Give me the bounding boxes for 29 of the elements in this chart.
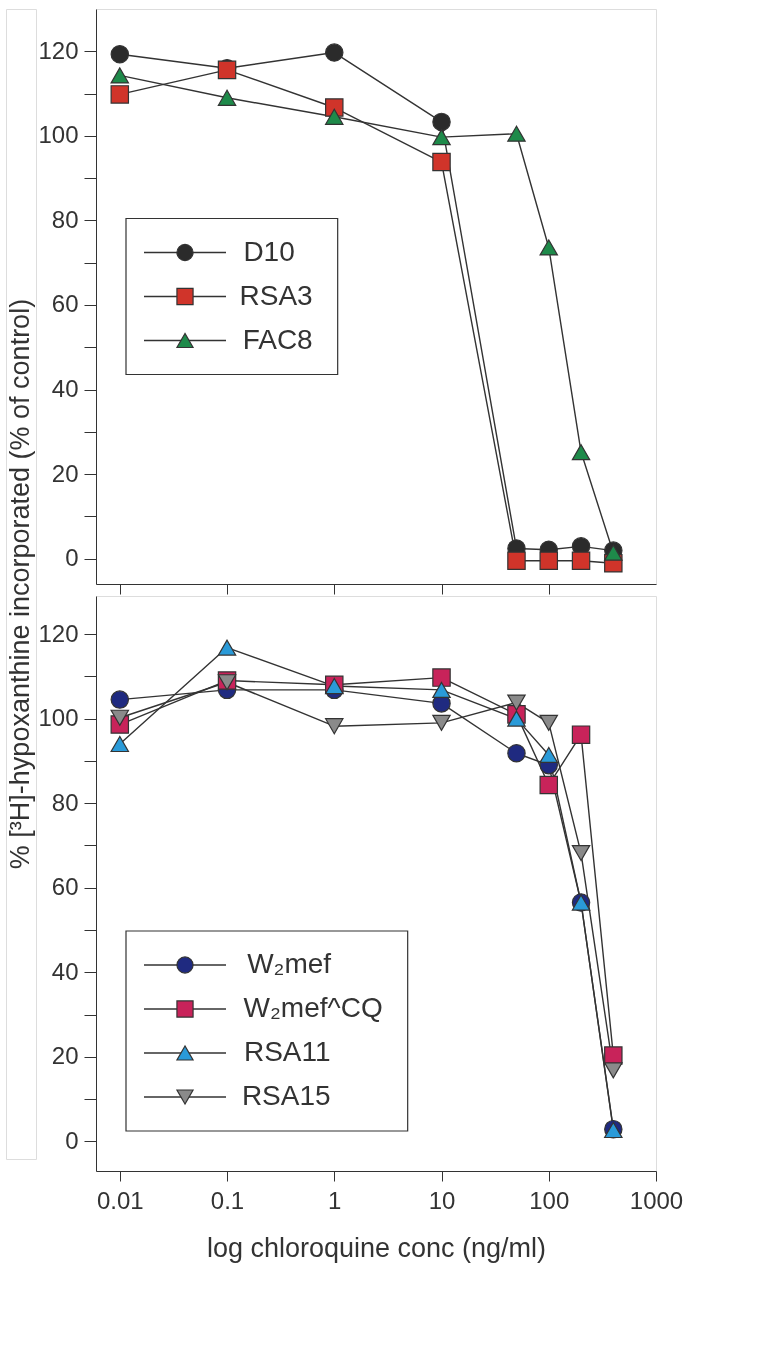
y-tick-label: 120 <box>38 619 79 647</box>
y-tick-label: 40 <box>51 375 79 403</box>
y-tick-label: 80 <box>51 205 79 233</box>
legend-label: RSA11 <box>243 1036 331 1067</box>
y-tick-label: 60 <box>51 290 79 318</box>
y-tick-label: 120 <box>38 36 79 64</box>
y-axis-title: % [³H]-hypoxanthine incorporated (% of control) <box>5 298 35 870</box>
x-tick-label: 1000 <box>629 1186 684 1214</box>
x-tick-label: 10 <box>428 1186 456 1214</box>
y-tick-label: 20 <box>51 1042 79 1070</box>
x-tick-label: 100 <box>529 1186 570 1214</box>
legend-label: RSA3 <box>239 279 313 311</box>
legend-label: FAC8 <box>242 323 313 355</box>
legend-label: D10 <box>243 235 295 267</box>
y-tick-label: 80 <box>51 788 79 816</box>
x-tick-label: 0.01 <box>96 1186 144 1214</box>
legend-label: RSA15 <box>241 1080 331 1111</box>
y-tick-label: 60 <box>51 873 79 901</box>
legend-label: W₂mef^CQ <box>243 992 383 1023</box>
y-tick-label: 100 <box>38 704 79 732</box>
y-tick-label: 100 <box>38 121 79 149</box>
legend-label: W₂mef <box>247 948 332 979</box>
x-tick-label: 1 <box>328 1186 342 1214</box>
x-tick-label: 0.1 <box>210 1186 245 1214</box>
y-tick-label: 20 <box>51 459 79 487</box>
x-axis-title: log chloroquine conc (ng/ml) <box>206 1232 547 1263</box>
y-tick-label: 0 <box>65 1126 79 1154</box>
y-tick-label: 0 <box>65 544 79 572</box>
y-tick-label: 40 <box>51 957 79 985</box>
